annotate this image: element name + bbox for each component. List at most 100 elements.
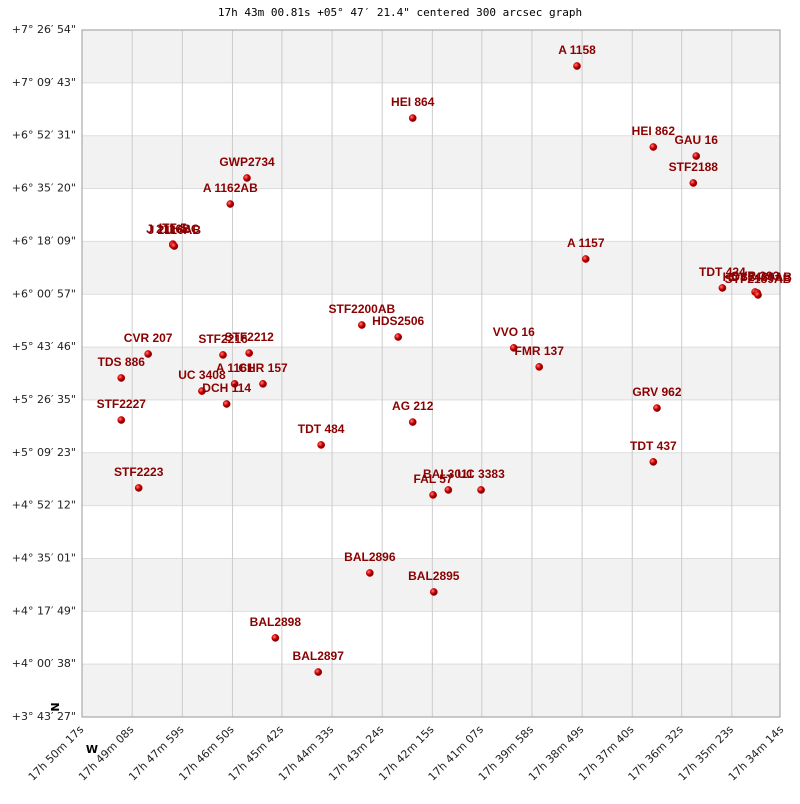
star-label: FMR 137: [515, 344, 565, 358]
star-label: HEI 864: [391, 95, 435, 109]
star-label: J 2116AB: [148, 223, 202, 237]
star-point: [394, 333, 403, 341]
star-point: [198, 387, 206, 395]
y-tick-label: +6° 00′ 57": [12, 287, 76, 300]
y-tick-label: +5° 26′ 35": [12, 393, 76, 406]
star-label: GAU 16: [675, 133, 719, 147]
y-tick-label: +4° 52′ 12": [12, 499, 76, 512]
star-point: [509, 344, 518, 352]
y-tick-label: +4° 35′ 01": [12, 551, 76, 564]
star-label: TDT 437: [630, 439, 677, 453]
y-tick-label: +4° 00′ 38": [12, 657, 76, 670]
star-point: [230, 380, 239, 388]
star-label: TDT 484: [298, 422, 345, 436]
star-label: STF2212: [225, 330, 275, 344]
star-point: [366, 569, 374, 577]
star-label: BAL3011: [423, 467, 474, 481]
y-tick-label: +6° 18′ 09": [12, 234, 76, 247]
star-point: [649, 458, 658, 466]
star-label: BAL2895: [408, 569, 460, 583]
star-label: FAL 57: [414, 472, 453, 486]
star-label: STF2188: [669, 160, 719, 174]
star-point: [117, 374, 126, 382]
y-tick-label: +5° 09′ 23": [12, 446, 76, 459]
star-point: [134, 484, 143, 492]
star-point: [573, 62, 581, 70]
star-label: CVR 207: [124, 331, 173, 345]
star-point: [718, 284, 727, 292]
band: [82, 558, 780, 612]
band: [82, 241, 780, 295]
star-label: CVR 393: [731, 269, 780, 283]
star-label: HDS2506: [372, 314, 424, 328]
star-point: [535, 363, 544, 371]
star-label: STF2227: [97, 397, 147, 411]
star-point: [170, 242, 179, 250]
star-point: [317, 441, 325, 449]
star-label: AG 212: [392, 399, 434, 413]
star-label: UC 3383: [457, 467, 505, 481]
star-label: STF2223: [114, 465, 164, 479]
star-label: GRV 962: [632, 385, 681, 399]
star-label: STF2216: [198, 332, 248, 346]
star-point: [259, 380, 267, 388]
star-point: [314, 668, 323, 676]
star-label: TDT 424: [699, 265, 746, 279]
star-point: [243, 174, 251, 182]
star-label: BAL2898: [250, 615, 302, 629]
star-label: CHR 157: [238, 361, 288, 375]
star-label: A 1162AB: [203, 181, 258, 195]
star-point: [429, 491, 437, 499]
star-label: BAL2897: [293, 649, 345, 663]
y-tick-label: +7° 26′ 54": [12, 23, 76, 36]
star-point: [271, 634, 280, 642]
y-tick-label: +4° 17′ 49": [12, 604, 76, 617]
north-label: N: [49, 702, 62, 711]
star-label: A 1158: [558, 43, 596, 57]
star-label: VVO 16: [493, 325, 535, 339]
band: [82, 135, 780, 189]
star-point: [444, 486, 453, 494]
star-point: [245, 349, 254, 357]
star-point: [222, 400, 231, 408]
star-label: STF2189AB: [725, 272, 792, 286]
y-tick-label: +3° 43′ 27": [12, 710, 76, 723]
y-tick-label: +5° 43′ 46": [12, 340, 76, 353]
y-tick-label: +7° 09′ 43": [12, 76, 76, 89]
grid: [82, 29, 780, 718]
y-tick-label: +6° 35′ 20": [12, 182, 76, 195]
plot-frame: [81, 29, 781, 718]
star-point: [653, 404, 661, 412]
star-label: HEI 862: [632, 124, 676, 138]
star-label: A 1157: [567, 236, 605, 250]
star-point: [689, 179, 698, 187]
band: [82, 664, 780, 717]
star-point: [754, 291, 762, 299]
star-point: [219, 351, 227, 359]
star-label: STF2200AB: [329, 302, 396, 316]
star-label: GWP2734: [219, 155, 275, 169]
star-label: ITF 5: [159, 221, 187, 235]
band: [82, 30, 780, 83]
star-label: UC 3408: [178, 368, 226, 382]
star-label: HDS2489AB: [723, 270, 793, 284]
star-point: [477, 486, 485, 494]
west-label: W: [86, 743, 98, 756]
star-label: A 1161: [216, 361, 254, 375]
star-point: [581, 255, 590, 263]
star-point: [692, 152, 701, 160]
star-point: [226, 200, 235, 208]
star-point: [358, 321, 366, 329]
star-label: DCH 114: [202, 381, 251, 395]
chart-title: 17h 43m 00.81s +05° 47′ 21.4" centered 3…: [218, 6, 582, 19]
star-label: J 2116BC: [146, 222, 200, 236]
star-point: [144, 350, 152, 358]
y-tick-label: +6° 52′ 31": [12, 129, 76, 142]
star-point: [408, 418, 417, 426]
star-point: [649, 143, 658, 151]
star-label: BAL2896: [344, 550, 396, 564]
star-label: TDS 886: [98, 355, 146, 369]
star-point: [429, 588, 438, 596]
